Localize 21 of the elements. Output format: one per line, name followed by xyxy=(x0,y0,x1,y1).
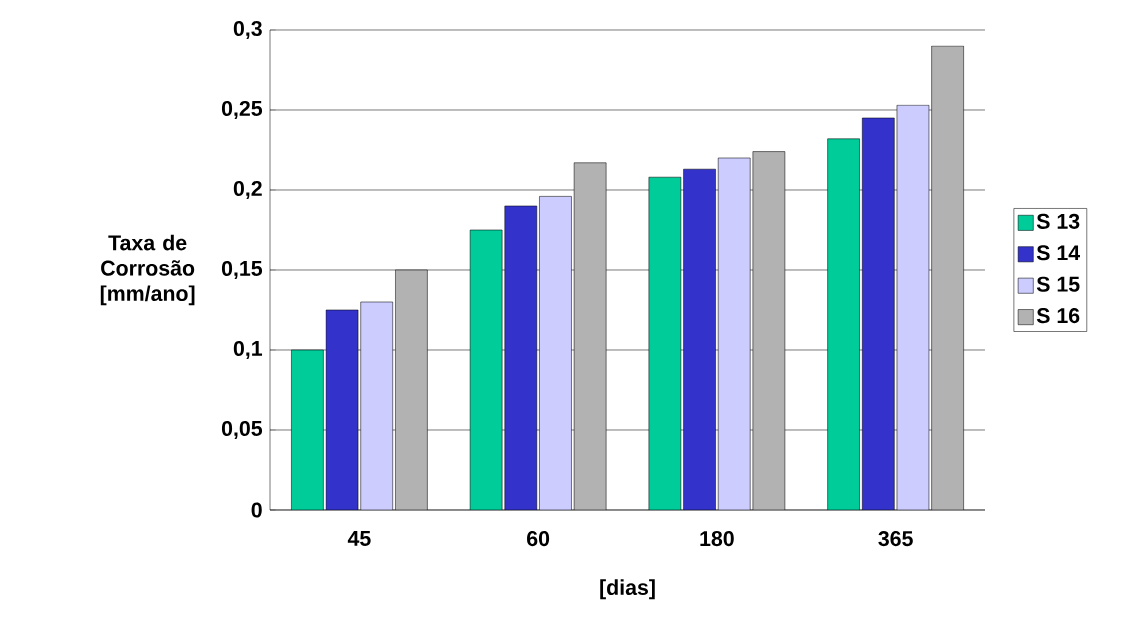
x-tick-label: 45 xyxy=(347,531,371,546)
y-tick-label: 0,15 xyxy=(221,260,263,280)
bar xyxy=(862,117,895,510)
legend-label: S 13 xyxy=(1036,213,1080,229)
x-tick-label: 180 xyxy=(700,531,734,547)
y-axis-title: Taxa de Corrosão [mm/ano] xyxy=(100,234,195,306)
y-tick-label: 0,1 xyxy=(233,340,263,360)
y-tick-label: 0,05 xyxy=(221,420,263,440)
legend-label: S 14 xyxy=(1036,245,1080,261)
x-tick-label: 60 xyxy=(527,531,550,547)
x-tick-label: 365 xyxy=(878,531,913,547)
y-tick-label: 0 xyxy=(251,502,262,518)
bar xyxy=(325,309,359,510)
legend-label: S 16 xyxy=(1036,308,1080,324)
y-tick-label: 0,25 xyxy=(221,100,263,120)
legend-label: S 15 xyxy=(1036,276,1080,292)
y-tick-label: 0,3 xyxy=(233,20,262,40)
bar xyxy=(683,168,716,510)
bar xyxy=(504,205,538,510)
x-axis-title: [dias] xyxy=(600,579,655,600)
y-tick-label: 0,2 xyxy=(233,180,262,200)
